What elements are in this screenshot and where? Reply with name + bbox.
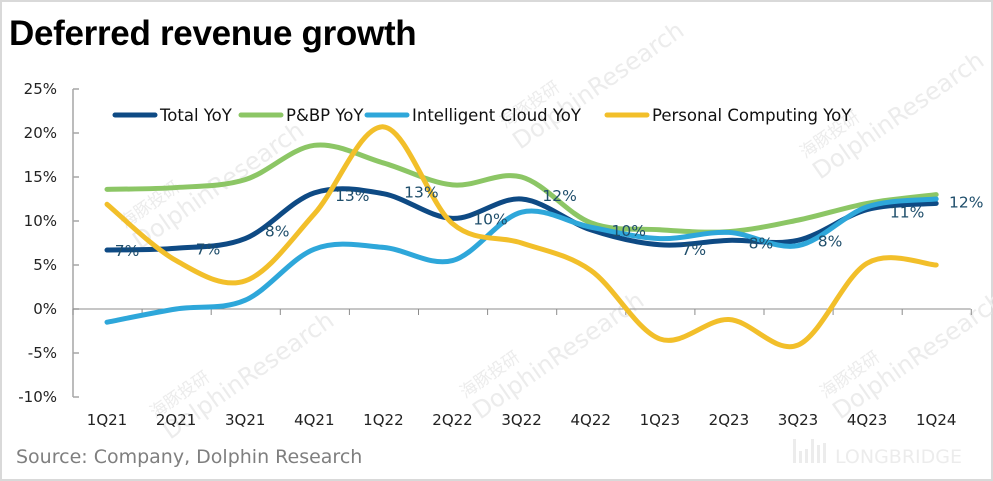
data-label: 8% bbox=[749, 234, 774, 252]
axes: -10% -5% 0% 5% 10% 15% 20% 25% 1Q21 2Q21 3Q21 4Q21 1… bbox=[18, 80, 972, 429]
series-line-p-bp-yoy bbox=[104, 142, 939, 235]
x-tick-label: 4Q22 bbox=[570, 411, 610, 429]
data-label: 13% bbox=[335, 187, 369, 205]
series-line-personal-computing-yoy bbox=[104, 124, 939, 350]
legend: Total YoY P&BP YoY Intelligent Cloud YoY Pe… bbox=[112, 106, 852, 125]
data-label: 12% bbox=[542, 187, 576, 205]
x-tick-label: 2Q22 bbox=[432, 411, 472, 429]
x-tick-label: 4Q23 bbox=[847, 411, 887, 429]
legend-item[interactable]: Total YoY bbox=[112, 106, 233, 125]
y-tick-label: 5% bbox=[33, 256, 57, 274]
data-labels: 7% 7% 8% 13% 13% 10% 12% 10% 7% 8% 8% 11% 12% bbox=[115, 184, 984, 260]
data-label: 8% bbox=[818, 232, 843, 250]
y-tick-label: 0% bbox=[33, 300, 57, 318]
watermark-longbridge-bar bbox=[817, 445, 820, 463]
watermark-longbridge-bar bbox=[811, 439, 814, 463]
data-label: 7% bbox=[682, 241, 707, 259]
legend-label: Total YoY bbox=[159, 106, 233, 125]
data-label: 10% bbox=[611, 222, 645, 240]
series-lines bbox=[104, 124, 939, 350]
watermark-longbridge: LONGBRIDGE bbox=[835, 446, 962, 468]
x-tick-label: 1Q24 bbox=[916, 411, 956, 429]
legend-item[interactable]: Personal Computing YoY bbox=[604, 106, 852, 125]
data-label: 10% bbox=[473, 210, 507, 228]
x-tick-label: 1Q22 bbox=[363, 411, 403, 429]
x-tick-label: 3Q22 bbox=[501, 411, 541, 429]
y-tick-label: -10% bbox=[18, 388, 57, 406]
watermark-longbridge-bar bbox=[799, 451, 802, 463]
svg-text:DolphinResearch: DolphinResearch bbox=[827, 286, 993, 425]
x-tick-label: 1Q23 bbox=[640, 411, 680, 429]
legend-item[interactable]: P&BP YoY bbox=[238, 106, 364, 125]
x-tick-label: 1Q21 bbox=[87, 411, 127, 429]
y-tick-label: 20% bbox=[24, 124, 57, 142]
watermark-layer: 海豚投研DolphinResearch海豚投研DolphinResearch海豚… bbox=[116, 16, 993, 468]
data-label: 7% bbox=[196, 240, 221, 258]
data-label: 12% bbox=[949, 193, 983, 211]
data-label: 8% bbox=[265, 223, 290, 241]
series-line-intelligent-cloud-yoy bbox=[104, 196, 939, 325]
svg-text:DolphinResearch: DolphinResearch bbox=[507, 16, 689, 155]
x-tick-label: 2Q23 bbox=[709, 411, 749, 429]
watermark-longbridge-bar bbox=[793, 439, 796, 463]
x-tick-label: 4Q21 bbox=[294, 411, 334, 429]
chart-title: Deferred revenue growth bbox=[9, 14, 417, 53]
source-note: Source: Company, Dolphin Research bbox=[16, 446, 363, 468]
watermark-longbridge-bar bbox=[805, 449, 808, 463]
legend-label: Personal Computing YoY bbox=[652, 106, 852, 125]
y-tick-label: 10% bbox=[24, 212, 57, 230]
legend-item[interactable]: Intelligent Cloud YoY bbox=[364, 106, 582, 125]
legend-label: Intelligent Cloud YoY bbox=[412, 106, 582, 125]
x-tick-label: 2Q21 bbox=[156, 411, 196, 429]
data-label: 11% bbox=[890, 204, 924, 222]
y-tick-label: -5% bbox=[28, 344, 57, 362]
watermark-longbridge-bar bbox=[823, 443, 826, 463]
y-tick-label: 15% bbox=[24, 168, 57, 186]
data-label: 7% bbox=[115, 242, 140, 260]
x-tick-label: 3Q23 bbox=[778, 411, 818, 429]
y-tick-label: 25% bbox=[24, 80, 57, 98]
data-label: 13% bbox=[404, 184, 438, 202]
legend-label: P&BP YoY bbox=[286, 106, 364, 125]
series-line-total-yoy bbox=[104, 186, 939, 253]
x-tick-label: 3Q21 bbox=[225, 411, 265, 429]
